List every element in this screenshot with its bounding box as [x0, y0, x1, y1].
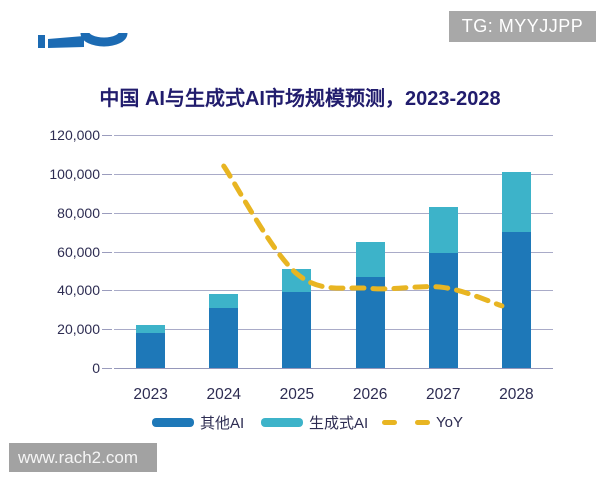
legend-item-other-ai: 其他AI	[152, 413, 245, 432]
bar-segment-generative-ai	[355, 241, 385, 277]
gridline	[114, 290, 553, 292]
y-axis-tick	[102, 173, 112, 175]
bar-segment-other-ai	[282, 292, 312, 368]
gridline	[114, 329, 553, 331]
x-axis-label: 2024	[206, 386, 241, 403]
x-axis-label: 2026	[352, 386, 388, 403]
y-axis-tick	[102, 135, 112, 136]
bar-segment-generative-ai	[282, 268, 312, 293]
chart-title: 中国 AI与生成式AI市场规模预测，2023-2028	[99, 88, 501, 110]
bar-segment-generative-ai	[209, 294, 239, 308]
tg-badge: TG: MYYJJPP	[449, 11, 596, 42]
gridline	[114, 368, 553, 370]
y-axis-tick	[102, 368, 112, 369]
bar-segment-other-ai	[209, 307, 239, 368]
bar-segment-generative-ai	[428, 206, 458, 254]
y-axis-label: 0	[92, 360, 100, 376]
bar-segment-generative-ai	[136, 325, 166, 334]
legend-label-other-ai: 其他AI	[200, 414, 245, 432]
y-axis-label: 120,000	[49, 127, 100, 143]
y-axis-label: 20,000	[57, 321, 100, 338]
y-axis-label: 80,000	[57, 204, 100, 221]
x-axis-label: 2025	[279, 386, 315, 403]
y-axis-label: 60,000	[57, 243, 100, 260]
x-axis-label: 2027	[426, 386, 461, 403]
idc-logo-fragment	[36, 20, 128, 50]
legend-item-generative-ai: 生成式AI	[261, 413, 369, 432]
bar-segment-other-ai	[136, 333, 166, 368]
legend-swatch-generative-ai	[261, 417, 303, 427]
watermark-badge: www.rach2.com	[9, 443, 157, 472]
idc-logo-fragment-svg	[38, 20, 128, 48]
bar-segment-generative-ai	[501, 171, 531, 233]
legend-label-generative-ai: 生成式AI	[309, 414, 369, 432]
y-axis-tick	[102, 329, 112, 331]
gridline	[114, 135, 553, 136]
bar-segment-other-ai	[501, 232, 531, 368]
gridline	[114, 251, 553, 253]
gridline	[114, 173, 553, 175]
legend-dash-icon	[382, 419, 397, 425]
x-axis-label: 2028	[499, 386, 534, 403]
legend-label-yoy: YoY	[436, 413, 463, 431]
y-axis-label: 100,000	[49, 165, 100, 182]
gridline	[114, 212, 553, 214]
legend-dash-icon	[415, 419, 430, 425]
legend-item-yoy: YoY	[382, 413, 463, 431]
y-axis-tick	[102, 212, 112, 214]
y-axis-label: 40,000	[57, 282, 100, 299]
legend-swatch-other-ai	[152, 417, 194, 427]
x-axis-label: 2023	[133, 386, 168, 403]
y-axis-tick	[102, 290, 112, 292]
bar-segment-other-ai	[428, 253, 458, 368]
y-axis-tick	[102, 251, 112, 253]
bar-segment-other-ai	[355, 276, 385, 368]
